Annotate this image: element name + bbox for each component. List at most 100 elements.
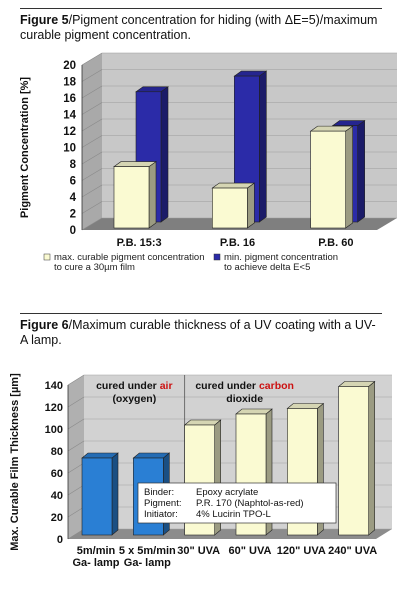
gridline-side [67, 374, 85, 386]
y-tick-label: 20 [51, 512, 63, 524]
gridline-side [67, 418, 85, 430]
bar-max-0 [113, 161, 157, 229]
note-value: 4% Lucirin TPO-L [196, 509, 271, 520]
y-tick-label: 140 [45, 380, 63, 392]
gridline-side [81, 217, 103, 231]
gridline-side [81, 151, 103, 165]
category-label: 5 x 5m/min [119, 545, 176, 557]
category-label: 60" UVA [229, 545, 272, 557]
figure-6-caption: Figure 6/Maximum curable thickness of a … [20, 313, 382, 348]
figure-6-chart: 0 20 40 60 80 100 120 140 Max. Curable Film Thic… [9, 373, 392, 569]
y-tick-label: 4 [70, 192, 77, 204]
gridline-side [81, 184, 103, 198]
y-tick-label: 0 [70, 225, 76, 237]
y-tick-label: 6 [70, 176, 76, 188]
y-tick-label: 120 [45, 402, 63, 414]
note-box [137, 482, 337, 524]
bar-min-1-side [259, 70, 267, 223]
category-label: 120" UVA [277, 545, 326, 557]
bar-1-top [132, 452, 171, 459]
y-tick-label: 40 [51, 490, 63, 502]
bar-max-2-front [310, 130, 346, 229]
legend-label: max. curable pigment concentration [54, 252, 205, 263]
gridline-side [67, 528, 85, 540]
note-label: Initiator: [144, 509, 178, 520]
bar-5-side [368, 380, 375, 536]
y-tick-label: 0 [57, 534, 63, 546]
bar-max-0-top [113, 161, 157, 167]
gridline-side [81, 168, 103, 181]
bar-max-0-front [113, 166, 150, 229]
gridline-side [81, 118, 103, 132]
y-tick-label: 12 [63, 126, 76, 138]
legend-label: min. pigment concentration [224, 252, 338, 263]
bar-min-0 [135, 86, 169, 223]
y-tick-label: 60 [51, 468, 63, 480]
bar-max-2-top [309, 125, 354, 132]
note-value: Epoxy acrylate [196, 487, 258, 498]
annotation-carbon-line1: cured under carbon [195, 380, 294, 392]
bar-0-front [81, 457, 113, 536]
figure-6-caption-text: /Maximum curable thickness of a UV coati… [20, 318, 376, 347]
figure-6-label: Figure 6 [20, 318, 69, 332]
y-tick-label: 18 [63, 77, 76, 89]
bar-5 [337, 380, 376, 536]
note-value: P.R. 170 (Naphtol-as-red) [196, 498, 304, 509]
category-label: 240" UVA [328, 545, 377, 557]
legend-swatch [213, 253, 221, 261]
category-label: Ga- lamp [124, 557, 171, 569]
category-label: P.B. 15:3 [117, 237, 162, 249]
category-label: 30" UVA [177, 545, 220, 557]
bar-min-2-side [357, 120, 365, 223]
legend-label: to cure a 30µm film [54, 262, 135, 273]
bar-5-front [338, 386, 369, 536]
gridline-side [81, 135, 103, 148]
bar-5-top [337, 381, 376, 387]
gridline-side [67, 484, 85, 496]
y-tick-label: 20 [63, 60, 76, 72]
gridline-side [81, 85, 103, 99]
bar-0 [81, 452, 119, 536]
category-label: Ga- lamp [72, 557, 119, 569]
bar-max-1-top [211, 182, 256, 189]
y-tick-label: 10 [63, 143, 76, 155]
annotation-air-line2: (oxygen) [112, 393, 156, 405]
bar-max-1 [211, 182, 256, 229]
side-wall [68, 375, 84, 539]
gridline-side [81, 69, 103, 82]
figure-5-caption-text: /Pigment concentration for hiding (with … [20, 13, 378, 42]
bar-max-1-side [247, 182, 255, 229]
y-tick-label: 16 [63, 93, 76, 105]
y-tick-label: 2 [70, 209, 76, 221]
bar-4-top [286, 403, 325, 409]
y-tick-label: 14 [63, 110, 76, 122]
bar-max-1-front [212, 187, 248, 229]
bar-max-2-side [345, 125, 353, 229]
bar-max-0-side [148, 161, 157, 229]
annotation-air-line1: cured under air [96, 380, 172, 392]
legend-swatch [43, 253, 51, 261]
bar-max-2 [309, 125, 354, 229]
y-axis-label: Pigment Concentration [%] [19, 77, 31, 219]
bar-0-top [81, 452, 119, 459]
bar-2-top [183, 419, 222, 426]
y-tick-label: 80 [51, 446, 63, 458]
note-label: Pigment: [144, 498, 182, 509]
y-tick-label: 8 [70, 159, 77, 171]
gridline-side [67, 440, 85, 452]
figure-5-chart: 0 2 4 6 8 10 12 14 16 18 20 Pigment Concentration [… [19, 52, 397, 273]
legend-label: to achieve delta E<5 [224, 262, 310, 273]
note-label: Binder: [144, 487, 174, 498]
category-label: P.B. 16 [220, 237, 255, 249]
gridline-side [67, 396, 85, 408]
gridline-side [81, 52, 103, 66]
y-tick-label: 100 [45, 424, 63, 436]
figure-5-caption: Figure 5/Pigment concentration for hidin… [20, 8, 382, 43]
y-axis-label: Max. Curable Film Thickness [µm] [9, 373, 21, 551]
figure-5-label: Figure 5 [20, 13, 69, 27]
bar-0-side [111, 452, 119, 536]
category-label: 5m/min [77, 545, 116, 557]
gridline-side [81, 102, 103, 115]
gridline-side [81, 201, 103, 214]
category-label: P.B. 60 [318, 237, 353, 249]
